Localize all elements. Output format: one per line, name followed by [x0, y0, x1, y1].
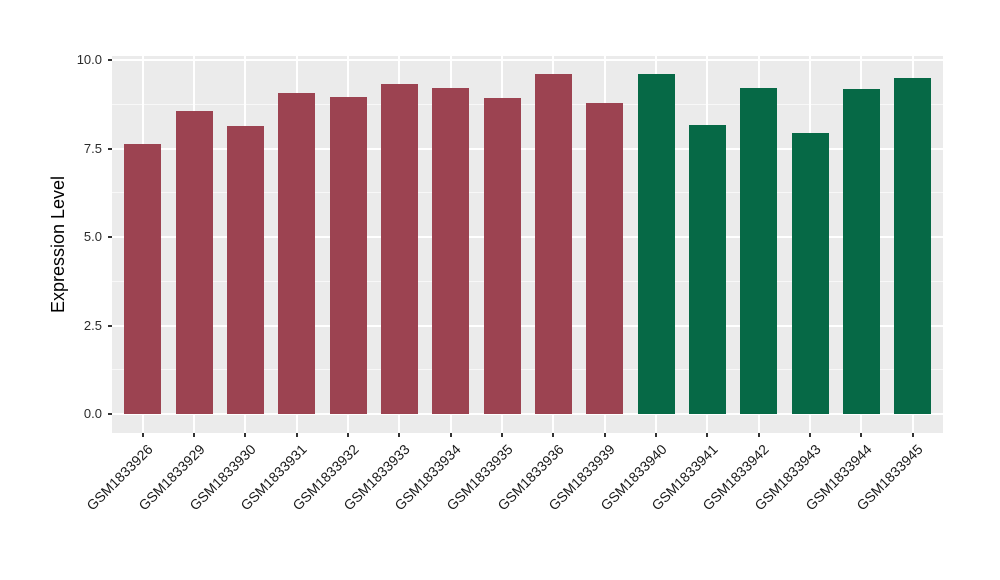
y-axis-title-text: Expression Level — [48, 175, 69, 314]
bar-GSM1833935 — [483, 98, 521, 414]
y-axis-title: Expression Level — [42, 56, 76, 433]
bar-GSM1833930 — [226, 125, 264, 414]
major-gridline — [112, 324, 943, 327]
x-tick-mark — [347, 433, 350, 437]
x-tick-mark — [655, 433, 658, 437]
y-tick-mark — [108, 59, 112, 61]
bar-GSM1833944 — [842, 89, 880, 414]
x-tick-mark — [809, 433, 812, 437]
x-tick-mark — [398, 433, 401, 437]
bar-GSM1833934 — [432, 87, 470, 414]
bar-GSM1833940 — [637, 74, 675, 414]
y-tick-mark — [108, 413, 112, 415]
bar-GSM1833939 — [586, 102, 624, 414]
plot-panel — [112, 56, 943, 433]
bar-GSM1833942 — [740, 88, 778, 414]
major-gridline — [112, 413, 943, 415]
major-gridline — [112, 147, 943, 150]
x-tick-mark — [295, 433, 298, 437]
y-tick-label: 10.0 — [76, 52, 102, 67]
x-tick-mark — [244, 433, 247, 437]
bar-GSM1833936 — [534, 74, 572, 414]
bar-GSM1833943 — [791, 132, 829, 414]
x-tick-mark — [552, 433, 555, 437]
y-tick-label: 2.5 — [83, 317, 102, 333]
minor-gridline — [112, 369, 943, 371]
y-tick-mark — [108, 324, 112, 327]
x-tick-mark — [603, 433, 606, 437]
y-tick-mark — [108, 236, 112, 238]
bar-GSM1833941 — [688, 125, 726, 414]
y-tick-label: 5.0 — [83, 229, 102, 244]
bar-GSM1833932 — [329, 97, 367, 414]
x-tick-mark — [449, 433, 452, 437]
major-gridline — [112, 236, 943, 238]
y-tick-mark — [108, 147, 112, 150]
bar-GSM1833929 — [175, 110, 213, 414]
bar-GSM1833926 — [124, 144, 162, 414]
x-tick-mark — [911, 433, 914, 437]
minor-gridline — [112, 103, 943, 105]
x-tick-mark — [501, 433, 504, 437]
x-tick-mark — [706, 433, 709, 437]
x-tick-mark — [860, 433, 863, 437]
major-gridline — [112, 59, 943, 61]
y-tick-label: 7.5 — [83, 140, 102, 156]
y-tick-label: 0.0 — [83, 406, 102, 421]
x-tick-mark — [141, 433, 144, 437]
bar-GSM1833933 — [380, 84, 418, 414]
minor-gridline — [112, 280, 943, 282]
x-tick-mark — [193, 433, 196, 437]
bar-GSM1833931 — [278, 92, 316, 414]
bar-GSM1833945 — [894, 78, 932, 414]
x-tick-mark — [757, 433, 760, 437]
minor-gridline — [112, 192, 943, 194]
